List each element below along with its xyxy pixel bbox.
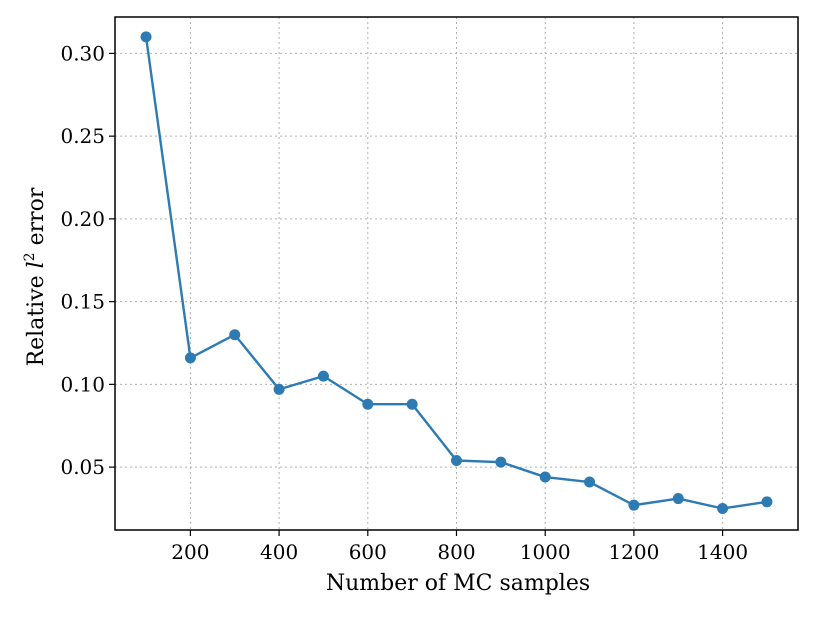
data-point — [584, 476, 596, 488]
x-tick-label: 1400 — [697, 540, 748, 564]
grid — [115, 17, 798, 530]
data-point — [273, 383, 285, 395]
data-point — [140, 31, 152, 43]
data-point — [628, 499, 640, 511]
y-axis-label-prefix: Relative — [24, 268, 49, 366]
data-point — [317, 370, 329, 382]
data-point — [495, 456, 507, 468]
y-tick-label: 0.25 — [60, 124, 105, 148]
data-point — [451, 454, 462, 466]
y-tick-label: 0.20 — [60, 207, 105, 231]
x-tick-label: 400 — [260, 540, 298, 564]
ticks: 200 400 600 800 1000 1200 1400 0.05 0.10 0.15 0.20… — [60, 41, 748, 564]
y-tick-label: 0.05 — [60, 455, 105, 479]
y-axis-label-suffix: error — [24, 187, 49, 252]
data-point — [539, 471, 551, 483]
y-tick-label: 0.30 — [60, 41, 105, 65]
data-point — [362, 398, 374, 410]
y-axis-label: Relative l2 error — [22, 187, 49, 366]
data-point — [717, 502, 729, 514]
x-tick-label: 200 — [171, 540, 209, 564]
y-axis-label-symbol: l — [24, 261, 49, 268]
data-point — [229, 329, 241, 341]
data-point — [672, 493, 684, 505]
data-point — [406, 398, 418, 410]
series-layer — [140, 31, 773, 514]
x-tick-label: 600 — [349, 540, 387, 564]
x-tick-label: 800 — [437, 540, 475, 564]
x-tick-label: 1000 — [520, 540, 571, 564]
data-point — [184, 352, 196, 364]
y-axis-label-superscript: 2 — [22, 252, 38, 261]
x-tick-label: 1200 — [608, 540, 659, 564]
y-tick-label: 0.15 — [60, 290, 105, 314]
data-point — [761, 496, 773, 508]
y-tick-label: 0.10 — [60, 372, 105, 396]
x-axis-label: Number of MC samples — [326, 571, 590, 596]
